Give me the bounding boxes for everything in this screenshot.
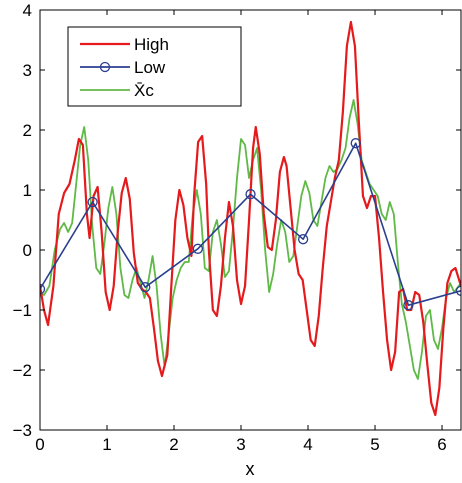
- y-tick-label: 1: [23, 181, 32, 200]
- y-tick-label: 3: [23, 61, 32, 80]
- x-tick-label: 1: [102, 435, 111, 454]
- x-tick-label: 4: [303, 435, 312, 454]
- y-tick-label: −3: [13, 421, 32, 440]
- y-tick-label: −2: [13, 361, 32, 380]
- y-tick-label: −1: [13, 301, 32, 320]
- x-tick-label: 2: [169, 435, 178, 454]
- x-tick-label: 0: [35, 435, 44, 454]
- y-tick-label: 2: [23, 121, 32, 140]
- legend: High Low X̄c: [68, 27, 241, 106]
- x-tick-label: 5: [370, 435, 379, 454]
- legend-label: X̄c: [134, 81, 154, 100]
- legend-label: Low: [134, 58, 166, 77]
- legend-label: High: [134, 35, 169, 54]
- x-axis-label: x: [246, 459, 255, 479]
- x-tick-label: 6: [437, 435, 446, 454]
- x-tick-label: 3: [236, 435, 245, 454]
- y-tick-label: 0: [23, 241, 32, 260]
- y-tick-label: 4: [23, 1, 32, 20]
